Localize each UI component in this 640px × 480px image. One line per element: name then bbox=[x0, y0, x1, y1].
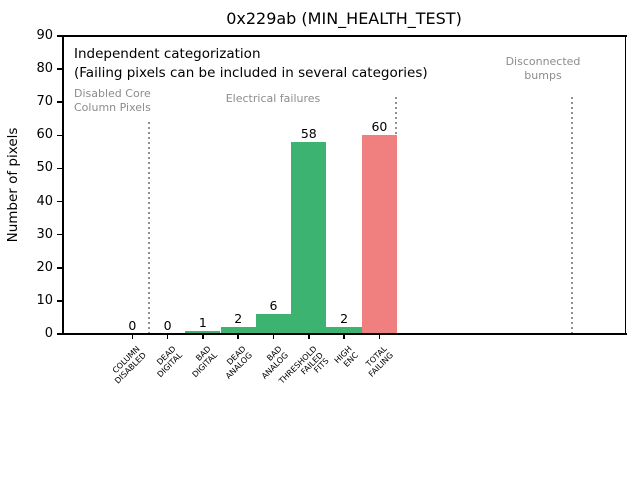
bar-bad-digital bbox=[185, 330, 221, 334]
bar-value-dead-analog: 2 bbox=[234, 311, 243, 327]
y-tick-label-30: 30 bbox=[36, 226, 53, 242]
bar-value-bad-analog: 6 bbox=[269, 298, 278, 314]
bar-value-dead-digital: 0 bbox=[163, 318, 172, 333]
y-tick-70 bbox=[56, 101, 63, 103]
y-tick-label-0: 0 bbox=[44, 326, 53, 341]
y-tick-label-70: 70 bbox=[36, 94, 53, 110]
plot-area: Independent categorization (Failing pixe… bbox=[63, 36, 625, 334]
annotation-heading: Independent categorization bbox=[74, 46, 261, 62]
bar-value-high-enc: 2 bbox=[340, 311, 349, 327]
y-tick-label-20: 20 bbox=[36, 259, 53, 275]
bar-value-threshold-failed-fits: 58 bbox=[300, 126, 317, 141]
y-tick-90 bbox=[56, 35, 63, 37]
y-tick-20 bbox=[56, 267, 63, 269]
axis-spine-right bbox=[624, 35, 627, 335]
x-tick-bad-digital bbox=[202, 334, 204, 339]
y-tick-60 bbox=[56, 134, 63, 137]
bar-dead-analog bbox=[220, 327, 256, 334]
y-tick-80 bbox=[56, 68, 63, 70]
y-tick-label-10: 10 bbox=[36, 292, 53, 308]
annotation-subheading: (Failing pixels can be included in sever… bbox=[74, 65, 428, 81]
y-tick-label-90: 90 bbox=[36, 28, 53, 43]
bar-total-failing bbox=[361, 135, 398, 334]
section-separator-0 bbox=[148, 122, 150, 334]
chart-title: 0x229ab (MIN_HEALTH_TEST) bbox=[226, 9, 462, 28]
x-tick-dead-analog bbox=[237, 334, 239, 339]
y-tick-50 bbox=[56, 167, 63, 170]
x-tick-threshold-failed-fits bbox=[308, 334, 310, 339]
section-label-disconnected-bumps: Disconnected bumps bbox=[505, 55, 581, 82]
section-label-electricalfailures: Electrical failures bbox=[225, 92, 321, 105]
y-tick-label-80: 80 bbox=[36, 61, 53, 77]
section-label-disabledcore-columnp: Disabled Core Column Pixels bbox=[74, 87, 151, 114]
x-tick-bad-analog bbox=[272, 334, 275, 339]
x-tick-high-enc bbox=[343, 334, 345, 339]
bar-high-enc bbox=[326, 327, 362, 334]
bar-value-column-disabled: 0 bbox=[128, 318, 137, 333]
x-tick-column-disabled bbox=[131, 334, 134, 339]
section-separator-2 bbox=[571, 97, 573, 334]
y-tick-40 bbox=[56, 200, 63, 203]
y-tick-label-50: 50 bbox=[36, 160, 53, 176]
x-tick-total-failing bbox=[378, 334, 381, 339]
y-tick-0 bbox=[56, 333, 63, 335]
y-tick-label-40: 40 bbox=[36, 193, 53, 209]
bar-value-bad-digital: 1 bbox=[198, 314, 207, 330]
y-tick-30 bbox=[56, 233, 63, 236]
axis-spine-top bbox=[61, 35, 627, 37]
y-tick-10 bbox=[56, 300, 63, 302]
bar-threshold-failed-fits bbox=[291, 142, 327, 334]
bar-value-total-failing: 60 bbox=[371, 119, 388, 135]
y-axis-label: Number of pixels bbox=[5, 127, 21, 243]
axis-spine-left bbox=[61, 35, 64, 335]
y-tick-label-60: 60 bbox=[36, 127, 53, 143]
bar-bad-analog bbox=[255, 314, 292, 334]
x-tick-dead-digital bbox=[166, 334, 169, 339]
